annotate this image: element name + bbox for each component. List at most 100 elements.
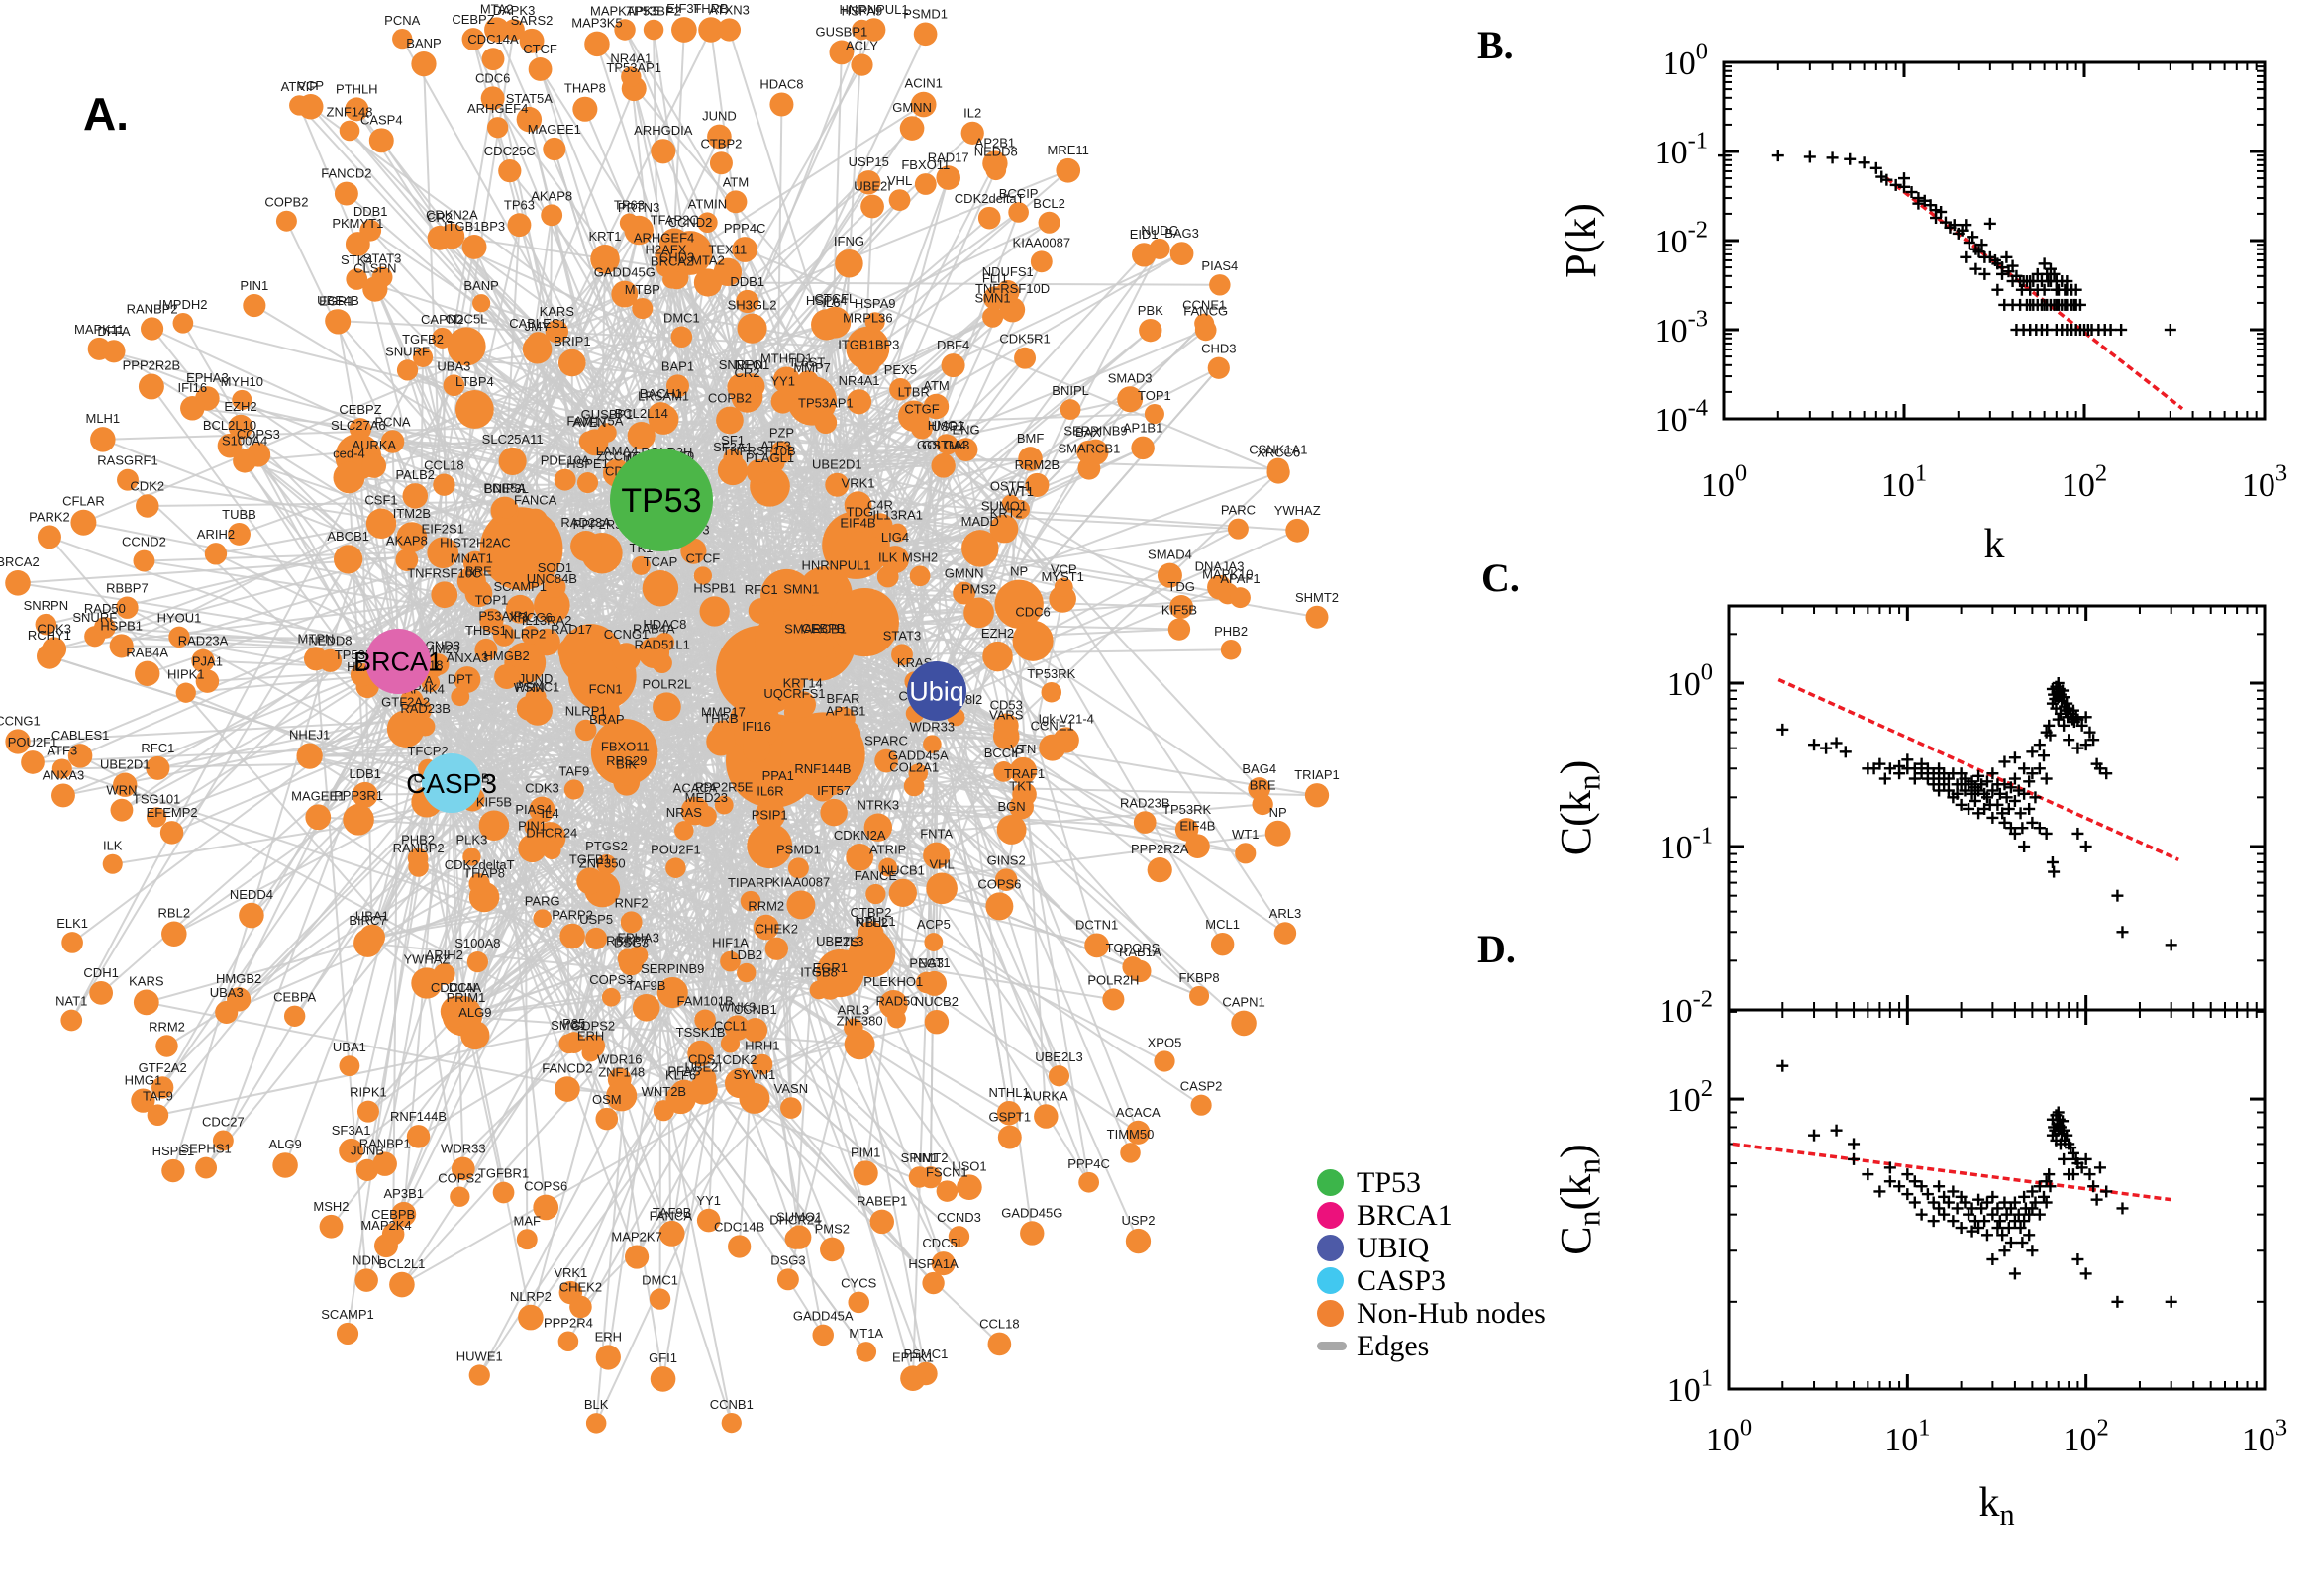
svg-text:102: 102 — [2064, 1415, 2109, 1458]
svg-text:ACP5: ACP5 — [917, 917, 951, 932]
svg-text:P35: P35 — [562, 1016, 585, 1031]
svg-text:PPP2R5E: PPP2R5E — [695, 780, 754, 795]
svg-text:MMP7: MMP7 — [793, 360, 831, 375]
svg-text:ATMIN: ATMIN — [688, 196, 727, 211]
svg-text:10-3: 10-3 — [1655, 306, 1708, 349]
legend-label: BRCA1 — [1357, 1198, 1453, 1232]
svg-text:BRIP1: BRIP1 — [554, 334, 591, 349]
svg-text:NTRK3: NTRK3 — [858, 798, 900, 813]
svg-text:kn: kn — [1978, 1480, 2014, 1532]
svg-text:100: 100 — [1701, 460, 1747, 504]
svg-text:H2AFX: H2AFX — [645, 242, 686, 256]
svg-text:IL13RA1: IL13RA1 — [872, 508, 923, 523]
svg-text:ITM2B: ITM2B — [393, 506, 431, 521]
svg-text:IL6R: IL6R — [757, 783, 783, 798]
svg-text:USP5: USP5 — [579, 912, 613, 927]
svg-text:TFCP2: TFCP2 — [407, 744, 448, 758]
svg-text:MNAT1: MNAT1 — [451, 551, 493, 566]
svg-text:DPT: DPT — [448, 671, 473, 686]
svg-text:ABCB1: ABCB1 — [327, 529, 369, 544]
svg-text:BCL2L14: BCL2L14 — [615, 406, 668, 421]
svg-text:TSSK1B: TSSK1B — [676, 1025, 726, 1040]
panel-d-label: D. — [1477, 927, 1516, 971]
svg-text:P53AIP1: P53AIP1 — [478, 608, 529, 623]
svg-text:PFAS: PFAS — [667, 1064, 701, 1079]
svg-text:KLF6: KLF6 — [665, 1068, 696, 1083]
svg-text:THBS1: THBS1 — [465, 623, 507, 638]
svg-text:KRT1: KRT1 — [589, 229, 622, 244]
svg-text:RNF2: RNF2 — [615, 895, 649, 910]
legend-item-brca1: BRCA1 — [1317, 1199, 1546, 1232]
svg-text:PARG: PARG — [525, 893, 560, 908]
svg-text:PRTN3: PRTN3 — [618, 200, 659, 215]
svg-text:TNFRSF10B: TNFRSF10B — [722, 444, 795, 458]
panel-a-label: A. — [83, 88, 129, 140]
legend-label: UBIQ — [1357, 1231, 1430, 1264]
svg-text:NHEJ1: NHEJ1 — [289, 728, 330, 743]
svg-text:IL13RA2: IL13RA2 — [522, 613, 572, 628]
svg-text:SLC27A6: SLC27A6 — [331, 418, 386, 433]
svg-text:OSTF1: OSTF1 — [990, 479, 1032, 494]
svg-text:UQCRFS1: UQCRFS1 — [763, 686, 825, 701]
svg-text:SPARC: SPARC — [864, 734, 908, 748]
svg-text:KRT2: KRT2 — [990, 506, 1023, 521]
brca1-dot-icon — [1317, 1202, 1344, 1229]
panel-c-label: C. — [1481, 555, 1520, 600]
svg-text:RPS29: RPS29 — [606, 753, 647, 768]
svg-text:10-2: 10-2 — [1660, 986, 1713, 1030]
svg-text:PDE5A: PDE5A — [483, 481, 526, 496]
svg-text:CAPN2: CAPN2 — [421, 312, 463, 327]
svg-text:P(k): P(k) — [1557, 203, 1605, 278]
svg-text:BIK: BIK — [616, 756, 637, 771]
svg-text:100: 100 — [1663, 39, 1708, 82]
svg-text:WDR16: WDR16 — [597, 1052, 643, 1067]
svg-text:RRM2B: RRM2B — [1015, 457, 1060, 472]
svg-text:CD53: CD53 — [990, 698, 1023, 713]
svg-text:COL2A1: COL2A1 — [889, 760, 939, 775]
svg-text:CSF1: CSF1 — [364, 493, 397, 508]
svg-text:DBF4: DBF4 — [937, 338, 969, 352]
svg-text:SF1: SF1 — [721, 433, 745, 448]
svg-text:TIPARP: TIPARP — [728, 875, 773, 890]
svg-text:k: k — [1984, 522, 2005, 567]
svg-text:BACH1: BACH1 — [640, 386, 682, 401]
svg-text:MMP17: MMP17 — [701, 704, 746, 719]
legend-label: Non-Hub nodes — [1357, 1296, 1546, 1330]
svg-text:CCL1: CCL1 — [714, 1018, 747, 1033]
svg-text:LIG4: LIG4 — [881, 530, 909, 545]
svg-text:BIRC7: BIRC7 — [349, 913, 386, 928]
svg-text:CDS1: CDS1 — [688, 1052, 723, 1067]
svg-text:RAD51L1: RAD51L1 — [635, 638, 690, 652]
svg-text:C4R: C4R — [867, 497, 893, 512]
legend: TP53 BRCA1 UBIQ CASP3 Non-Hub nodes Edge… — [1317, 1166, 1546, 1362]
svg-text:LAMA4: LAMA4 — [596, 444, 639, 458]
svg-text:TNFRSF10C: TNFRSF10C — [407, 565, 481, 580]
svg-text:MYST1: MYST1 — [1041, 569, 1083, 584]
svg-text:BAP1: BAP1 — [661, 358, 694, 373]
svg-text:PLK3: PLK3 — [456, 832, 488, 847]
svg-text:LDB2: LDB2 — [730, 948, 762, 962]
svg-text:CTCFL: CTCFL — [814, 291, 856, 306]
nonhub-dot-icon — [1317, 1300, 1344, 1327]
svg-text:S100A8: S100A8 — [454, 936, 500, 950]
casp3-dot-icon — [1317, 1267, 1344, 1294]
svg-text:CTGF: CTGF — [904, 402, 939, 417]
svg-text:FCN1: FCN1 — [589, 681, 623, 696]
svg-text:10-2: 10-2 — [1655, 217, 1708, 260]
panel-b-label: B. — [1477, 23, 1514, 67]
svg-text:GINS2: GINS2 — [987, 852, 1026, 867]
svg-text:TP53RK: TP53RK — [1027, 666, 1075, 681]
svg-text:103: 103 — [2242, 460, 2287, 504]
legend-item-nonhub: Non-Hub nodes — [1317, 1297, 1546, 1330]
svg-text:TEX11: TEX11 — [708, 243, 747, 257]
svg-text:TRAF1: TRAF1 — [1004, 766, 1045, 781]
svg-text:BNIP3L: BNIP3L — [484, 481, 529, 496]
svg-text:IL6: IL6 — [822, 295, 840, 310]
svg-text:BFAR: BFAR — [826, 691, 859, 706]
svg-text:ITGB8: ITGB8 — [800, 965, 838, 980]
svg-text:PTS: PTS — [834, 935, 859, 949]
legend-item-edges: Edges — [1317, 1330, 1546, 1362]
svg-text:PPP3R1: PPP3R1 — [334, 788, 383, 803]
